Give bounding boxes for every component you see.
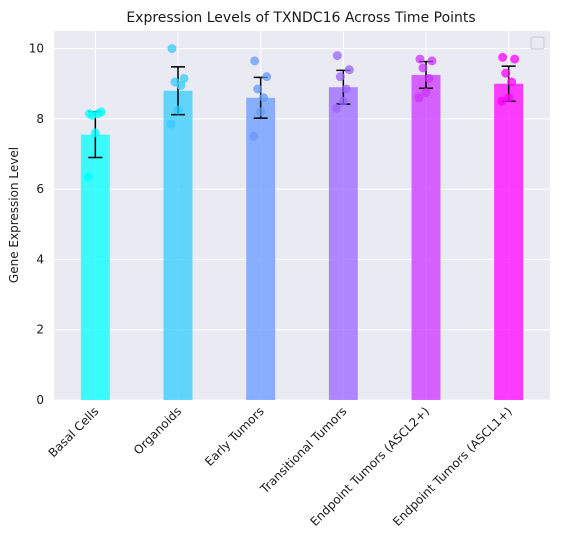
data-point (173, 105, 183, 115)
bar (494, 83, 524, 400)
data-point (497, 96, 507, 106)
x-tick-label: Transitional Tumors (257, 404, 350, 497)
bar (411, 74, 441, 400)
x-tick-label: Organoids (131, 404, 184, 457)
plot-area (54, 31, 550, 400)
y-tick-label: 2 (36, 323, 44, 337)
data-point (501, 68, 511, 78)
data-point (166, 119, 176, 129)
y-tick-label: 6 (36, 182, 44, 196)
data-point (414, 93, 424, 103)
bar (163, 90, 193, 400)
data-point (93, 109, 103, 119)
data-point (424, 73, 434, 83)
scatter-points (83, 44, 520, 182)
data-point (262, 72, 272, 82)
data-point (331, 103, 341, 113)
data-point (504, 93, 514, 103)
data-point (498, 52, 508, 62)
data-point (421, 88, 431, 97)
y-tick-labels: 0 2 4 6 8 10 (29, 42, 44, 407)
data-point (259, 93, 269, 103)
data-point (427, 56, 437, 66)
x-tick-label: Basal Cells (46, 404, 102, 460)
data-point (176, 80, 186, 90)
data-point (507, 77, 517, 87)
data-point (83, 172, 93, 182)
data-point (335, 72, 345, 82)
data-point (90, 128, 100, 138)
data-point (250, 56, 260, 66)
legend-box (530, 36, 545, 50)
bar (246, 97, 276, 401)
data-point (332, 51, 342, 61)
y-tick-label: 8 (36, 112, 44, 126)
data-point (253, 84, 263, 94)
y-tick-label: 4 (36, 252, 44, 266)
data-point (338, 96, 348, 106)
data-point (418, 63, 428, 73)
bar (328, 87, 358, 400)
data-point (256, 107, 266, 117)
x-tick-labels: Basal Cells Organoids Early TumorsTransiti… (46, 404, 515, 529)
data-point (179, 73, 189, 83)
x-tick-label: Early Tumors (202, 404, 267, 469)
data-point (341, 84, 351, 94)
data-point (344, 65, 354, 75)
data-point (510, 54, 520, 64)
y-tick-label: 0 (36, 393, 44, 407)
y-tick-label: 10 (29, 42, 44, 56)
bars (80, 74, 524, 401)
data-point (167, 44, 177, 54)
chart-title: Expression Levels of TXNDC16 Across Time… (126, 10, 475, 26)
data-point (249, 131, 259, 141)
y-axis-label: Gene Expression Level (7, 147, 21, 283)
data-point (415, 54, 425, 64)
